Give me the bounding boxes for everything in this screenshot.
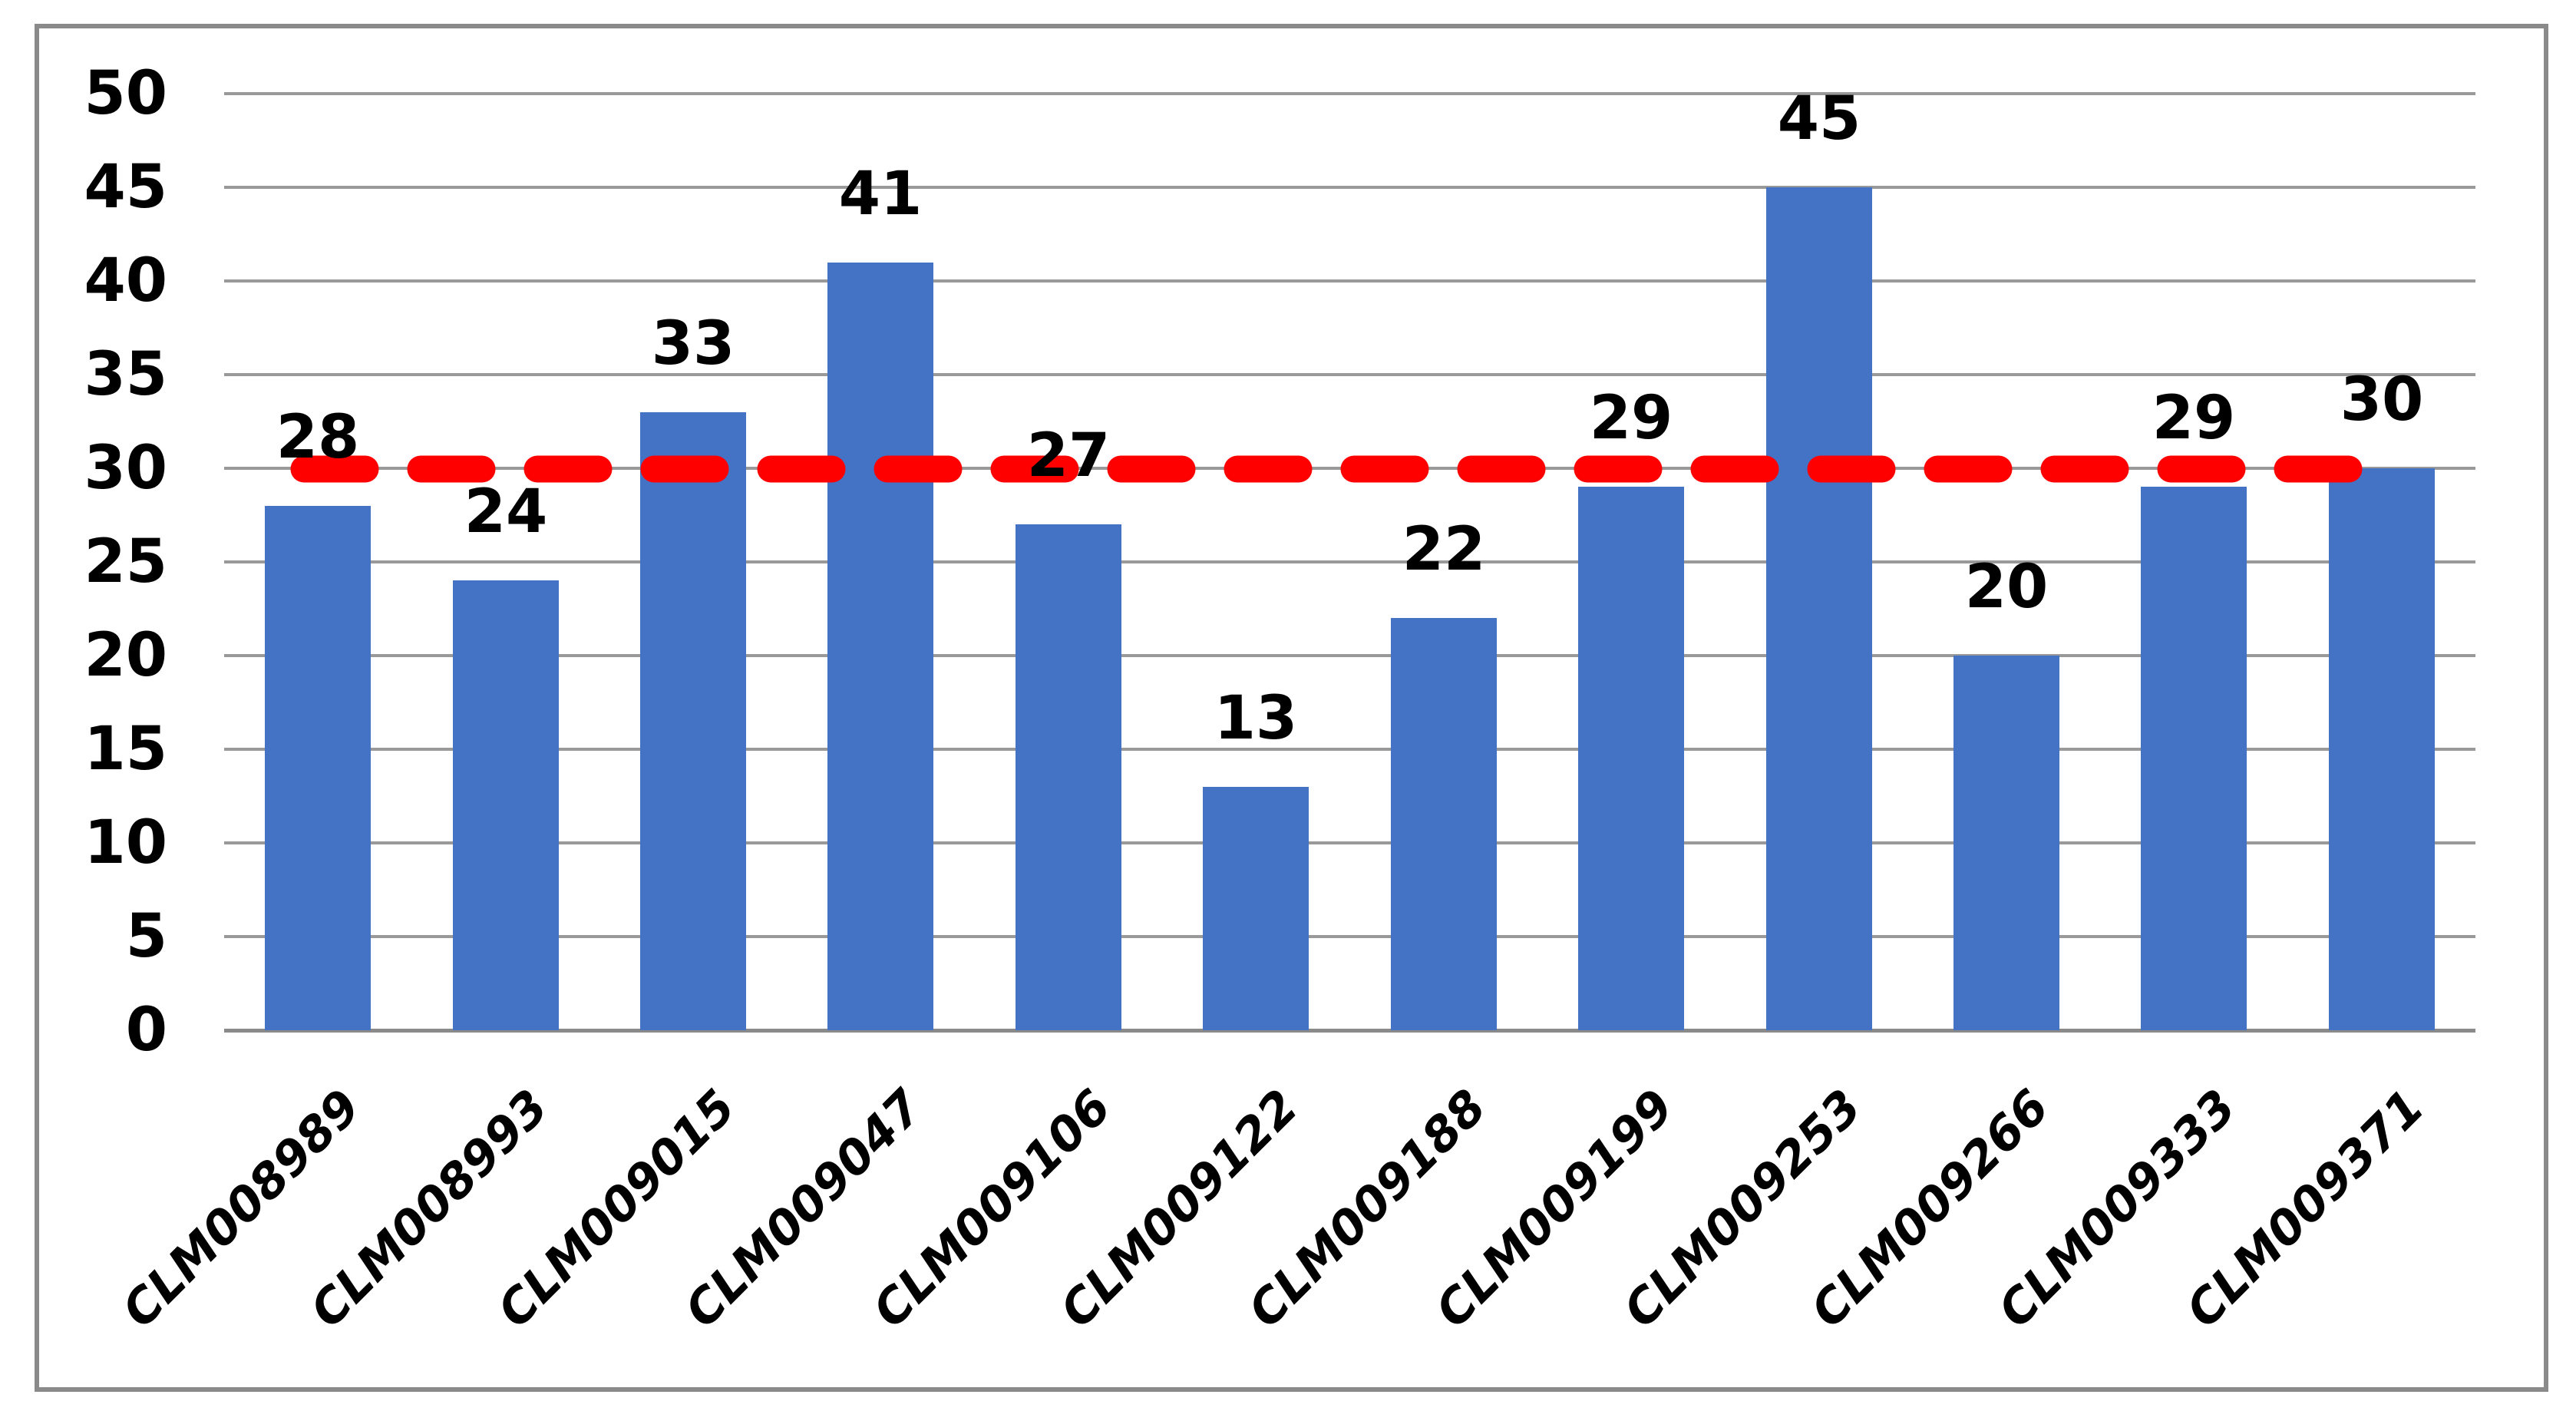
bar bbox=[1953, 656, 2059, 1030]
gridline bbox=[224, 654, 2475, 657]
y-axis-tick-label: 25 bbox=[84, 527, 167, 596]
bar-value-label: 13 bbox=[1214, 684, 1298, 753]
y-axis-tick-label: 45 bbox=[84, 153, 167, 222]
bar bbox=[1203, 787, 1309, 1030]
gridline bbox=[224, 935, 2475, 938]
gridline bbox=[224, 373, 2475, 376]
y-axis-tick-label: 40 bbox=[84, 246, 167, 316]
bar-value-label: 24 bbox=[464, 477, 548, 547]
gridline bbox=[224, 748, 2475, 751]
y-axis-tick-label: 50 bbox=[84, 59, 167, 128]
bar-value-label: 29 bbox=[2152, 384, 2236, 453]
bar-value-label: 22 bbox=[1402, 515, 1486, 584]
bar bbox=[1391, 618, 1497, 1030]
gridline bbox=[224, 841, 2475, 844]
y-axis-tick-label: 35 bbox=[84, 340, 167, 409]
y-axis-tick-label: 10 bbox=[84, 808, 167, 877]
bar-value-label: 28 bbox=[276, 403, 360, 472]
bar bbox=[827, 263, 933, 1030]
y-axis-tick-label: 0 bbox=[125, 996, 167, 1065]
gridline bbox=[224, 186, 2475, 189]
gridline bbox=[224, 92, 2475, 95]
bar-value-label: 20 bbox=[1964, 553, 2049, 622]
bar bbox=[1016, 524, 1121, 1030]
gridline bbox=[224, 560, 2475, 563]
x-axis-line bbox=[224, 1029, 2475, 1033]
bar-value-label: 27 bbox=[1026, 421, 1111, 491]
bar-value-label: 29 bbox=[1589, 384, 1673, 453]
chart-border-frame bbox=[35, 24, 2548, 1392]
y-axis-tick-label: 20 bbox=[84, 621, 167, 690]
bar-value-label: 33 bbox=[651, 309, 735, 378]
bar-value-label: 30 bbox=[2340, 365, 2424, 435]
y-axis-tick-label: 5 bbox=[125, 902, 167, 971]
bar bbox=[265, 506, 371, 1030]
bar bbox=[1578, 487, 1684, 1030]
bar bbox=[1766, 187, 1872, 1030]
y-axis-tick-label: 15 bbox=[84, 715, 167, 784]
y-axis-tick-label: 30 bbox=[84, 434, 167, 503]
bar bbox=[2141, 487, 2247, 1030]
bar-value-label: 41 bbox=[838, 160, 923, 229]
gridline bbox=[224, 279, 2475, 283]
bar bbox=[2329, 468, 2435, 1030]
bar-value-label: 45 bbox=[1777, 84, 1861, 154]
bar bbox=[640, 412, 746, 1030]
bar bbox=[453, 580, 559, 1030]
